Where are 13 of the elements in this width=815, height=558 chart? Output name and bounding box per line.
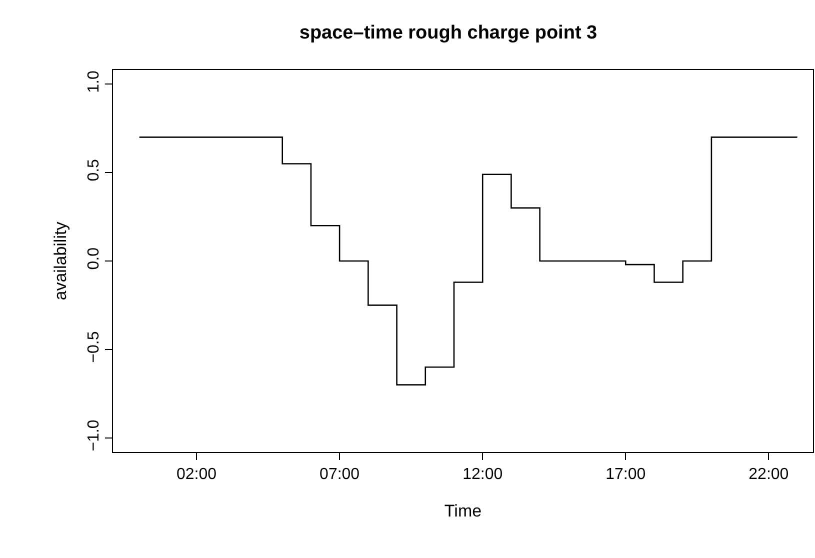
x-tick-label: 02:00 bbox=[176, 466, 217, 484]
x-tick-label: 17:00 bbox=[606, 466, 646, 484]
chart-title: space–time rough charge point 3 bbox=[299, 22, 598, 44]
y-tick-label: 1.0 bbox=[86, 70, 103, 93]
y-tick-label: −0.5 bbox=[86, 331, 103, 363]
y-axis-title: availability bbox=[51, 221, 70, 300]
x-tick-label: 22:00 bbox=[748, 466, 789, 484]
y-tick-label: −1.0 bbox=[86, 420, 103, 452]
x-axis-title: Time bbox=[444, 502, 482, 521]
y-tick-label: 0.0 bbox=[86, 247, 103, 270]
x-tick-label: 12:00 bbox=[462, 466, 503, 484]
y-tick-label: 0.5 bbox=[86, 158, 103, 182]
x-tick-label: 07:00 bbox=[320, 466, 360, 484]
